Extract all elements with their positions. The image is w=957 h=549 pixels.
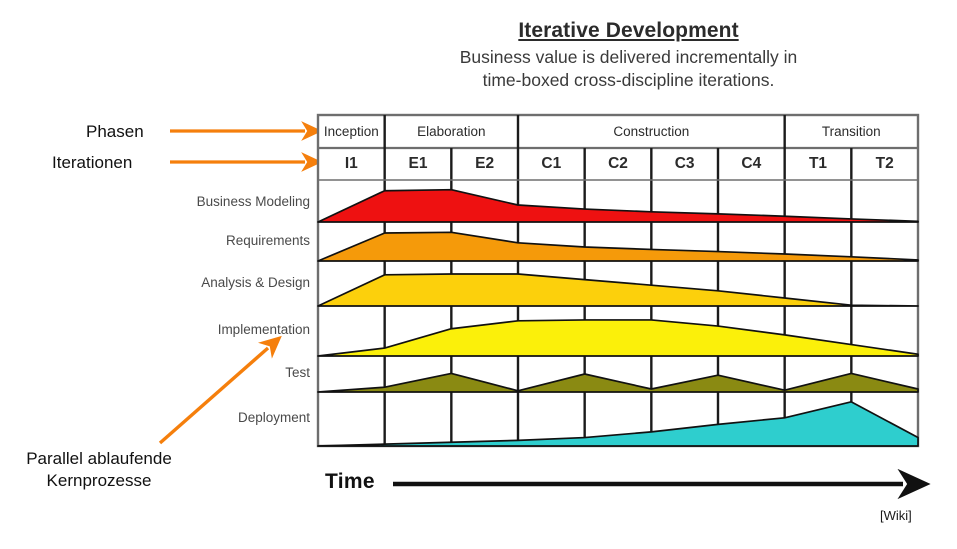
hump-test [317,372,919,393]
discipline-label-requirements: Requirements [225,232,310,248]
iteration-header-c2: C2 [608,155,628,172]
discipline-label-deployment: Deployment [237,410,310,425]
phase-header-transition: Transition [821,124,881,139]
iteration-header-c3: C3 [674,155,695,172]
discipline-label-analysis-design: Analysis & Design [201,274,310,290]
iteration-header-t2: T2 [875,155,894,172]
hump-analysis-design [317,273,919,307]
iteration-header-t1: T1 [808,155,828,172]
title-block: Iterative Development Business value is … [300,18,957,92]
iteration-header-c1: C1 [541,155,562,172]
annotation-phasen: Phasen [86,122,144,141]
hump-deployment [317,400,919,447]
subtitle-line-2: time-boxed cross-discipline iterations. [482,70,775,90]
time-axis-label: Time [325,470,375,493]
annotation-parallel-line-2: Kernprozesse [46,471,152,490]
iteration-header-e2: E2 [475,155,495,172]
phase-header-inception: Inception [323,124,379,139]
iteration-header-e1: E1 [408,155,428,172]
annotation-parallel-kernprozesse: Parallel ablaufende Kernprozesse [4,448,194,492]
phase-header-elaboration: Elaboration [417,124,486,139]
discipline-label-test: Test [285,365,310,380]
hump-implementation [317,319,919,357]
page-title: Iterative Development [518,19,739,42]
iteration-header-i1: I1 [344,155,358,172]
discipline-label-business-modeling: Business Modeling [196,194,310,209]
annotation-iterationen: Iterationen [52,153,133,172]
source-credit: [Wiki] [880,508,912,523]
annotation-parallel-line-1: Parallel ablaufende [26,449,172,468]
iteration-header-c4: C4 [741,155,762,172]
page-subtitle: Business value is delivered incrementall… [300,46,957,92]
discipline-label-implementation: Implementation [217,322,310,337]
hump-business-modeling [317,188,919,223]
phase-header-construction: Construction [613,124,690,139]
subtitle-line-1: Business value is delivered incrementall… [459,47,798,67]
discipline-labels: Business Modeling Requirements Analysis & … [45,0,310,549]
hump-requirements [317,231,919,262]
